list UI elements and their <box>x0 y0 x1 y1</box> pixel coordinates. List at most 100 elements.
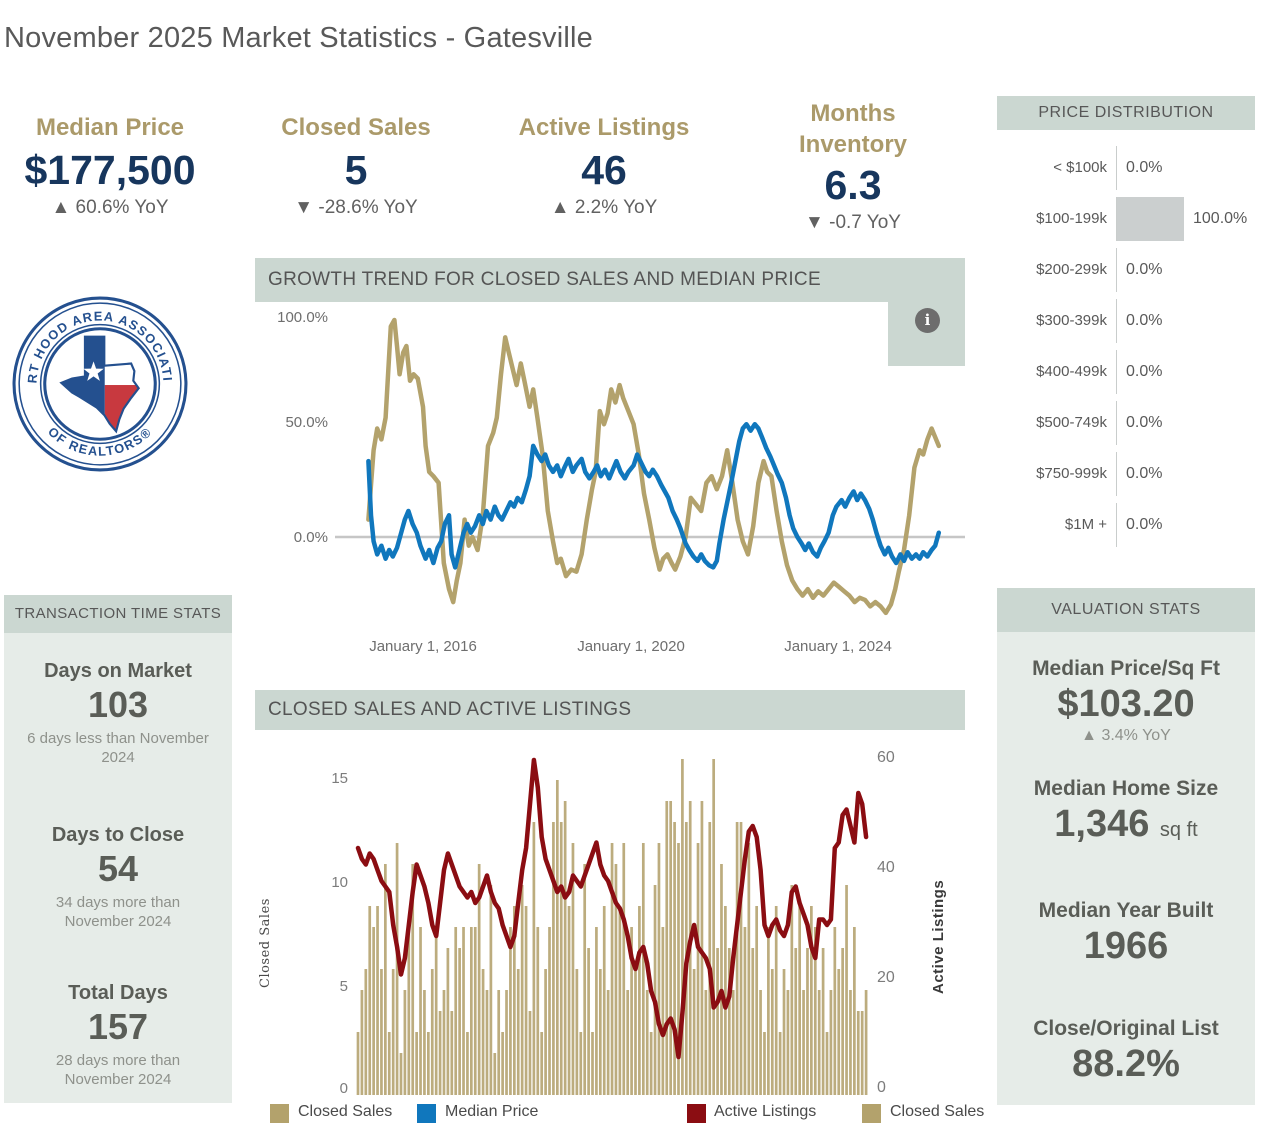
closed-sales-bar[interactable] <box>419 927 422 1095</box>
closed-sales-bar[interactable] <box>727 948 731 1095</box>
legend-label-active-listings[interactable]: Active Listings <box>714 1103 817 1120</box>
closed-sales-bar[interactable] <box>555 780 559 1095</box>
closed-sales-bar[interactable] <box>454 927 458 1095</box>
closed-sales-bar[interactable] <box>391 969 395 1095</box>
closed-sales-bar[interactable] <box>735 822 739 1095</box>
closed-sales-bar[interactable] <box>743 927 747 1095</box>
closed-sales-bar[interactable] <box>469 927 473 1095</box>
closed-sales-bar[interactable] <box>536 927 540 1095</box>
closed-sales-bar[interactable] <box>387 1032 391 1095</box>
closed-sales-bar[interactable] <box>626 990 630 1095</box>
closed-sales-bar[interactable] <box>790 885 794 1095</box>
closed-sales-bar[interactable] <box>591 1032 594 1095</box>
closed-sales-bar[interactable] <box>466 1032 469 1095</box>
closed-sales-bar[interactable] <box>665 801 669 1095</box>
sales-listings-plot[interactable] <box>330 740 890 1105</box>
active-listings-line[interactable] <box>355 757 869 1060</box>
closed-sales-bar[interactable] <box>559 822 563 1095</box>
closed-sales-bar[interactable] <box>489 885 493 1095</box>
closed-sales-bar[interactable] <box>481 969 485 1095</box>
closed-sales-bar[interactable] <box>384 864 387 1095</box>
closed-sales-bar[interactable] <box>423 990 426 1095</box>
closed-sales-bar[interactable] <box>372 927 375 1095</box>
legend-label-closed-sales[interactable]: Closed Sales <box>298 1103 393 1120</box>
closed-sales-bar[interactable] <box>497 990 501 1095</box>
closed-sales-bar[interactable] <box>614 864 618 1095</box>
closed-sales-bar[interactable] <box>610 843 614 1095</box>
closed-sales-bar[interactable] <box>763 1032 766 1095</box>
closed-sales-bar[interactable] <box>782 969 786 1095</box>
closed-sales-bar[interactable] <box>860 1011 864 1095</box>
closed-sales-bar[interactable] <box>810 906 813 1095</box>
closed-sales-bar[interactable] <box>864 990 868 1095</box>
closed-sales-bar[interactable] <box>411 864 415 1095</box>
closed-sales-bar[interactable] <box>856 1011 860 1095</box>
closed-sales-bar[interactable] <box>512 906 516 1095</box>
price-distribution-rows[interactable]: < $100k 0.0% $100-199k 100.0% $200-299k … <box>997 130 1255 550</box>
closed-sales-bar[interactable] <box>825 1032 829 1095</box>
closed-sales-bars[interactable] <box>356 759 868 1095</box>
closed-sales-bar[interactable] <box>817 990 821 1095</box>
closed-sales-bar[interactable] <box>853 927 856 1095</box>
closed-sales-bar[interactable] <box>477 864 481 1095</box>
legend-label-median-price[interactable]: Median Price <box>445 1103 539 1120</box>
closed-sales-bar[interactable] <box>364 969 368 1095</box>
closed-sales-bar[interactable] <box>427 1032 430 1095</box>
closed-sales-bar[interactable] <box>583 864 587 1095</box>
closed-sales-bar[interactable] <box>638 906 641 1095</box>
closed-sales-bar[interactable] <box>653 885 657 1095</box>
closed-sales-bar[interactable] <box>767 927 770 1095</box>
closed-sales-bar[interactable] <box>587 948 590 1095</box>
closed-sales-bar[interactable] <box>645 990 649 1095</box>
closed-sales-bar[interactable] <box>739 822 743 1095</box>
closed-sales-bar[interactable] <box>376 906 379 1095</box>
closed-sales-bar[interactable] <box>438 1011 442 1095</box>
closed-sales-bar[interactable] <box>430 969 434 1095</box>
closed-sales-bar[interactable] <box>368 906 372 1095</box>
closed-sales-bar[interactable] <box>657 843 661 1095</box>
closed-sales-bar[interactable] <box>641 843 645 1095</box>
closed-sales-bar[interactable] <box>563 801 567 1095</box>
closed-sales-bar[interactable] <box>524 906 528 1095</box>
closed-sales-bar[interactable] <box>598 969 602 1095</box>
closed-sales-bar[interactable] <box>407 927 411 1095</box>
closed-sales-bar[interactable] <box>751 948 755 1095</box>
closed-sales-bar[interactable] <box>446 948 450 1095</box>
closed-sales-bar[interactable] <box>841 948 844 1095</box>
closed-sales-bar[interactable] <box>829 990 833 1095</box>
closed-sales-bar[interactable] <box>501 1032 504 1095</box>
closed-sales-bar[interactable] <box>548 927 551 1095</box>
closed-sales-bar[interactable] <box>509 927 512 1095</box>
closed-sales-bar[interactable] <box>692 969 696 1095</box>
closed-sales-bar[interactable] <box>618 906 622 1095</box>
closed-sales-bar[interactable] <box>462 927 465 1095</box>
closed-sales-bar[interactable] <box>661 927 665 1095</box>
closed-sales-bar[interactable] <box>778 1032 782 1095</box>
closed-sales-bar[interactable] <box>360 990 364 1095</box>
closed-sales-bar[interactable] <box>669 801 673 1095</box>
closed-sales-bar[interactable] <box>747 843 751 1095</box>
closed-sales-bar[interactable] <box>532 822 536 1095</box>
closed-sales-bar[interactable] <box>696 843 700 1095</box>
closed-sales-bar[interactable] <box>540 1032 544 1095</box>
closed-sales-bar[interactable] <box>395 843 399 1095</box>
closed-sales-bar[interactable] <box>399 1053 403 1095</box>
legend-chip-closed-sales[interactable] <box>270 1104 289 1123</box>
closed-sales-bar[interactable] <box>493 1053 497 1095</box>
closed-sales-bar[interactable] <box>434 927 438 1095</box>
legend-chip-active-listings[interactable] <box>687 1104 706 1123</box>
legend-label-closed-sales-2[interactable]: Closed Sales <box>890 1103 985 1120</box>
closed-sales-bar[interactable] <box>849 990 852 1095</box>
closed-sales-bar[interactable] <box>794 948 798 1095</box>
info-icon[interactable]: i <box>915 308 940 333</box>
closed-sales-bar[interactable] <box>450 1011 454 1095</box>
closed-sales-bar[interactable] <box>759 990 762 1095</box>
closed-sales-bar[interactable] <box>802 990 805 1095</box>
closed-sales-bar[interactable] <box>774 906 778 1095</box>
closed-sales-bar[interactable] <box>380 969 383 1095</box>
closed-sales-bar[interactable] <box>673 822 676 1095</box>
closed-sales-bar[interactable] <box>567 906 571 1095</box>
closed-sales-bar[interactable] <box>544 969 547 1095</box>
closed-sales-bar[interactable] <box>716 948 719 1095</box>
closed-sales-bar[interactable] <box>442 990 446 1095</box>
